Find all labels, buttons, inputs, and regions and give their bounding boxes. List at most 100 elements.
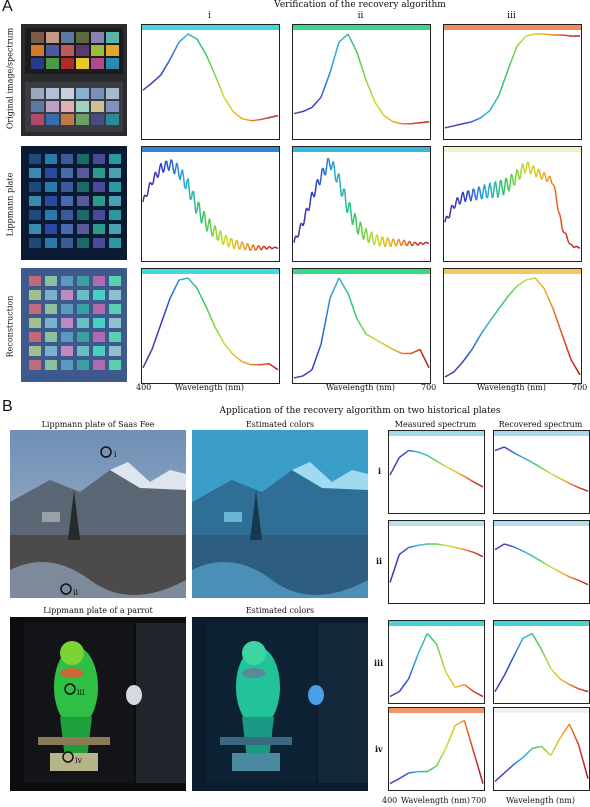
spectrum-segment (365, 333, 368, 336)
spectrum-segment (195, 286, 198, 289)
spectrum-segment (562, 337, 565, 341)
spectrum-segment (468, 352, 471, 355)
color-bar (293, 147, 430, 152)
spectrum-segment (296, 235, 300, 238)
spectrum-segment (478, 117, 481, 120)
spectrum-segment (398, 690, 401, 693)
spectrum-segment (496, 685, 499, 688)
spectrum-segment (412, 664, 415, 668)
spectrum-segment (563, 340, 567, 344)
color-patch (29, 182, 41, 192)
spectrum-segment (570, 243, 573, 246)
spectrum-segment (213, 324, 216, 328)
color-patch (93, 346, 105, 356)
spectrum-segment (450, 372, 453, 375)
spectrum-segment (308, 107, 311, 110)
spectrum-segment (339, 279, 342, 283)
spectrum-segment (464, 356, 467, 360)
spectrum-segment (225, 345, 228, 348)
spectrum-segment (329, 295, 332, 299)
spectrum-segment (422, 242, 426, 245)
color-patch (46, 32, 59, 43)
spectrum-segment (474, 341, 478, 345)
spectrum-segment (271, 247, 274, 250)
color-patch (93, 276, 105, 286)
spectrum-segment (446, 674, 449, 677)
plot-b-ii-recovered (493, 520, 590, 604)
spectrum-segment (320, 93, 323, 98)
spectrum-segment (309, 196, 312, 207)
spectrum-segment (561, 333, 564, 338)
spectrum-segment (209, 316, 213, 320)
spectrum-segment (507, 66, 510, 70)
spectrum-segment (452, 371, 455, 374)
spectrum-segment (405, 548, 408, 550)
spectrum-segment (441, 660, 444, 663)
spectrum-segment (565, 234, 569, 240)
spectrum-segment (320, 338, 323, 345)
spectrum-segment (390, 575, 394, 579)
spectrum-segment (520, 39, 524, 42)
spectrum-segment (445, 744, 449, 747)
spectrum-segment (159, 323, 162, 328)
spectrum-segment (190, 281, 194, 284)
spectrum-segment (547, 752, 550, 755)
color-patch (76, 88, 89, 99)
spectrum-segment (352, 308, 356, 313)
spectrum-segment (555, 198, 559, 208)
spectrum-segment (573, 364, 577, 368)
color-bar (494, 521, 589, 526)
color-bar (293, 25, 430, 30)
spectrum-segment (356, 52, 359, 57)
spectrum-segment (447, 216, 451, 219)
spectrum-segment (442, 664, 445, 668)
spectrum-segment (144, 86, 147, 89)
spectrum-segment (519, 40, 523, 43)
spectrum-segment (518, 759, 521, 762)
spectrum-segment (455, 367, 458, 370)
spectrum-segment (480, 332, 483, 335)
spectrum-segment (233, 354, 236, 357)
spectrum-segment (372, 96, 375, 100)
spectrum-segment (572, 246, 575, 249)
spectrum-segment (198, 203, 202, 216)
spectrum-segment (152, 176, 155, 184)
spectrum-segment (526, 752, 529, 755)
spectrum-segment (411, 351, 414, 354)
color-patch (46, 88, 59, 99)
spectrum-segment (553, 747, 556, 751)
spectrum-segment (524, 35, 527, 38)
spectrum-segment (406, 547, 409, 550)
spectrum-segment (228, 105, 232, 109)
spectrum-segment (401, 453, 404, 456)
spectrum-segment (495, 688, 498, 691)
spectrum-segment (391, 348, 394, 351)
spectrum-segment (306, 108, 308, 111)
spectrum-segment (552, 670, 555, 673)
spectrum-segment (383, 343, 386, 346)
spectrum-segment (542, 652, 545, 655)
spectrum-segment (314, 182, 318, 192)
spectrum-segment (373, 337, 376, 340)
spectrum-segment (501, 773, 504, 776)
spectrum-segment (229, 349, 232, 353)
spectrum-segment (190, 191, 194, 200)
spectrum-segment (187, 178, 190, 189)
spectrum-segment (207, 59, 211, 63)
spectrum-segment (475, 118, 477, 121)
spectrum-segment (160, 320, 163, 325)
spectrum-segment (421, 353, 425, 357)
spectrum-segment (339, 39, 342, 42)
plot-b-i-recovered (493, 430, 590, 514)
color-bar (389, 708, 484, 713)
spectrum-segment (485, 112, 488, 115)
spectrum-segment (471, 347, 474, 350)
spectrum-segment (147, 353, 151, 357)
spectrum-segment (445, 672, 448, 675)
spectrum-segment (545, 292, 549, 297)
spectrum-segment (414, 241, 418, 245)
spectrum-segment (214, 326, 217, 330)
spectrum-segment (407, 449, 410, 452)
spectrum-segment (318, 347, 321, 351)
color-patch (109, 224, 121, 234)
